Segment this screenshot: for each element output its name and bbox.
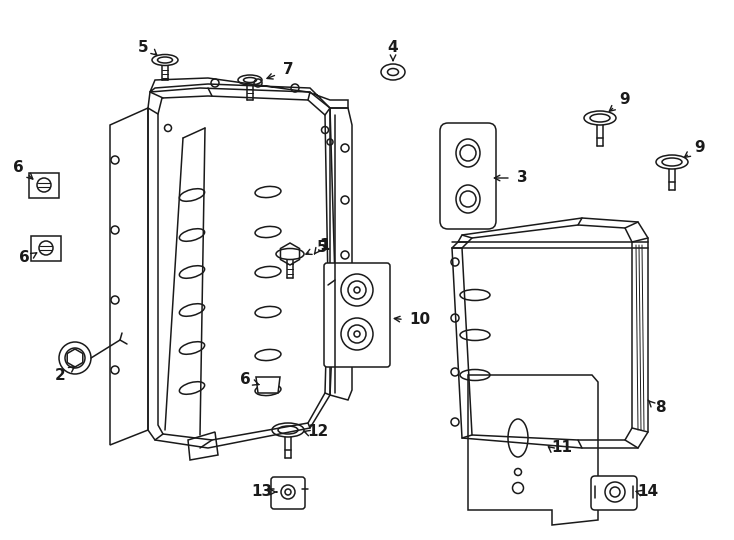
FancyBboxPatch shape [591,476,637,510]
Text: 6: 6 [239,373,250,388]
Text: 13: 13 [252,484,272,500]
Text: 6: 6 [18,251,29,266]
Text: 1: 1 [320,238,330,253]
Polygon shape [280,243,299,265]
Bar [29,173,59,198]
Text: 14: 14 [637,484,658,500]
Bar [31,236,61,261]
Text: 10: 10 [410,313,431,327]
Text: 9: 9 [619,92,631,107]
Text: 12: 12 [308,424,329,440]
FancyBboxPatch shape [324,263,390,367]
Text: 6: 6 [12,160,23,176]
FancyBboxPatch shape [271,477,305,509]
Text: 5: 5 [316,240,327,255]
Text: 9: 9 [694,140,705,156]
Text: 8: 8 [655,401,665,415]
Polygon shape [256,377,280,393]
Text: 5: 5 [138,39,148,55]
FancyBboxPatch shape [440,123,496,229]
Text: 4: 4 [388,39,399,55]
Text: 11: 11 [551,441,573,456]
Text: 7: 7 [283,63,294,78]
Text: 3: 3 [517,171,527,186]
Text: 2: 2 [54,368,65,382]
